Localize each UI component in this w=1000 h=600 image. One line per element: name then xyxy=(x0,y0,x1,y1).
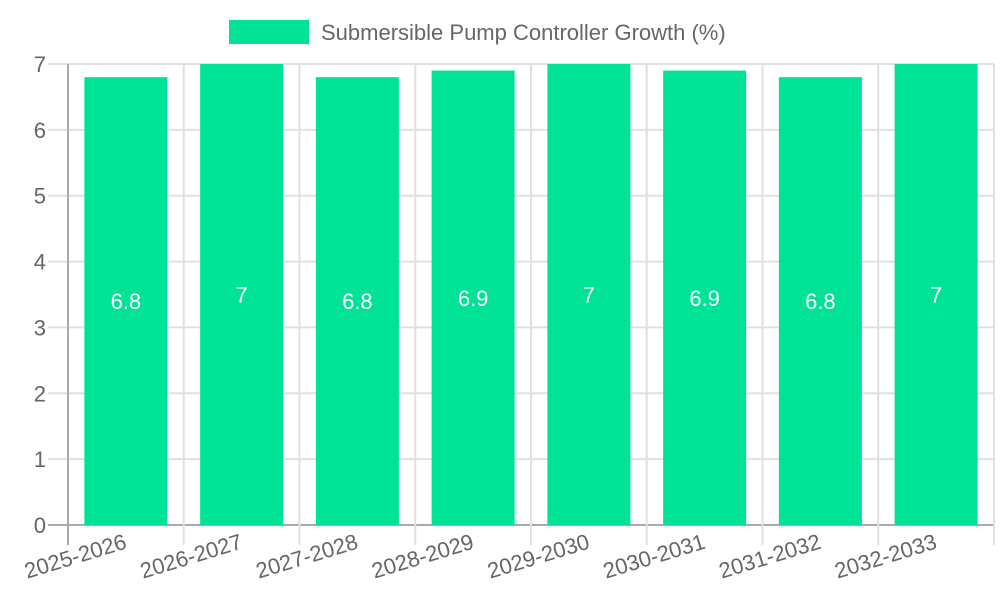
bar[interactable] xyxy=(894,64,978,525)
x-tick-label: 2030-2031 xyxy=(600,529,708,584)
bar[interactable] xyxy=(431,70,515,525)
bars: 6.8 7 6.8 6.9 7 6.9 6.8 7 xyxy=(84,64,978,526)
y-tick-label: 2 xyxy=(34,381,46,406)
legend-swatch xyxy=(229,20,309,44)
bar-value-label: 7 xyxy=(930,283,942,308)
legend[interactable]: Submersible Pump Controller Growth (%) xyxy=(229,20,726,45)
x-tick-label: 2032-2033 xyxy=(832,529,940,584)
x-axis: 2025-2026 2026-2027 2027-2028 2028-2029 2029… xyxy=(21,529,939,584)
x-tick-label: 2031-2032 xyxy=(716,529,824,584)
y-tick-label: 4 xyxy=(34,250,46,275)
y-tick-label: 1 xyxy=(34,447,46,472)
bar[interactable] xyxy=(778,77,862,526)
y-tick-label: 3 xyxy=(34,315,46,340)
bar[interactable] xyxy=(547,64,631,525)
bar-value-label: 6.9 xyxy=(458,286,489,311)
y-tick-label: 7 xyxy=(34,52,46,77)
bar-value-label: 6.9 xyxy=(689,286,720,311)
legend-label: Submersible Pump Controller Growth (%) xyxy=(321,20,726,45)
bar-value-label: 6.8 xyxy=(342,289,373,314)
x-tick-label: 2027-2028 xyxy=(253,529,361,584)
x-tick-label: 2026-2027 xyxy=(137,529,245,584)
bar-value-label: 6.8 xyxy=(111,289,142,314)
x-tick-label: 2028-2029 xyxy=(369,529,477,584)
bar-value-label: 7 xyxy=(583,283,595,308)
bar[interactable] xyxy=(84,77,168,526)
y-tick-label: 6 xyxy=(34,118,46,143)
bar[interactable] xyxy=(315,77,399,526)
bar-value-label: 7 xyxy=(236,283,248,308)
bar[interactable] xyxy=(663,70,747,525)
y-axis: 0 1 2 3 4 5 6 7 xyxy=(34,52,46,538)
y-tick-label: 0 xyxy=(34,513,46,538)
y-tick-label: 5 xyxy=(34,184,46,209)
bar[interactable] xyxy=(200,64,284,525)
bar-value-label: 6.8 xyxy=(805,289,836,314)
x-tick-label: 2029-2030 xyxy=(484,529,592,584)
